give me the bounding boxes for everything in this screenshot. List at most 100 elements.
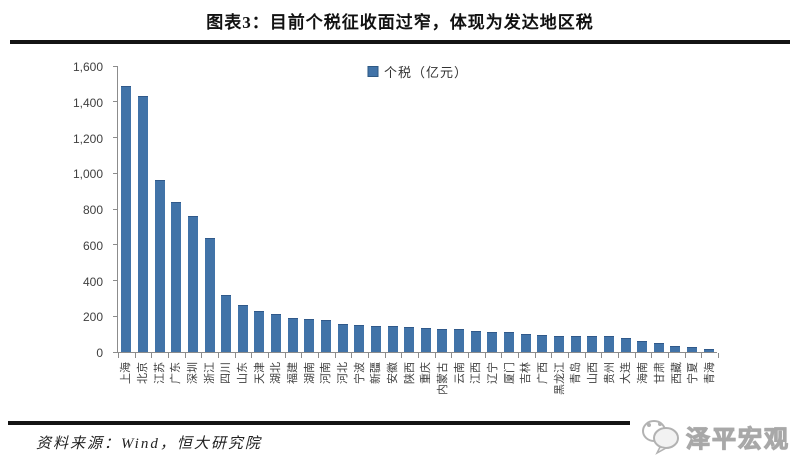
- bar-slot: [684, 67, 701, 352]
- x-axis-label-slot: 江西: [467, 360, 484, 424]
- bar-slot: [584, 67, 601, 352]
- x-axis-label: 湖南: [303, 362, 316, 384]
- x-axis-label: 陕西: [403, 362, 416, 384]
- bar-slot: [401, 67, 418, 352]
- x-axis-label: 山西: [587, 362, 600, 384]
- x-axis-label: 西藏: [670, 362, 683, 384]
- x-axis-label-slot: 上海: [117, 360, 134, 424]
- bar-slot: [700, 67, 717, 352]
- bar-slot: [318, 67, 335, 352]
- x-axis-tick: [284, 353, 286, 358]
- y-axis-tick: [113, 65, 118, 67]
- bar-云南: [454, 329, 465, 352]
- x-axis-label: 上海: [120, 362, 133, 384]
- bar-slot: [234, 67, 251, 352]
- x-axis-label-slot: 福建: [284, 360, 301, 424]
- bar-辽宁: [487, 331, 498, 352]
- y-axis-tick-label: 1,200: [72, 131, 103, 146]
- bar-大连: [620, 337, 631, 352]
- bar-slot: [601, 67, 618, 352]
- y-axis-tick: [113, 280, 118, 281]
- chart-title: 图表3：目前个税征收面过窄，体现为发达地区税: [206, 13, 594, 32]
- bar-slot: [451, 67, 468, 352]
- bar-青岛: [570, 336, 581, 352]
- x-axis-tick: [618, 353, 619, 358]
- x-axis-tick: [718, 353, 719, 358]
- bar-厦门: [504, 332, 515, 352]
- x-axis-label-slot: 浙江: [200, 360, 217, 424]
- x-axis-label: 青岛: [570, 362, 583, 384]
- x-axis-label: 广东: [170, 362, 183, 384]
- x-axis-label-slot: 河南: [317, 360, 334, 424]
- watermark: 泽平宏观: [630, 407, 794, 465]
- bar-青海: [703, 348, 714, 352]
- source-note: 资料来源：Wind，恒大研究院: [36, 436, 262, 452]
- title-divider-rule: [10, 40, 790, 44]
- x-axis-label: 云南: [453, 362, 466, 384]
- x-axis-tick: [684, 353, 686, 358]
- watermark-text: 泽平宏观: [686, 425, 790, 453]
- bar-江西: [470, 330, 481, 352]
- bar-slot: [651, 67, 668, 352]
- bar-slot: [484, 67, 501, 352]
- bar-slot: [251, 67, 268, 352]
- x-axis-tick: [651, 353, 653, 358]
- x-axis-label-slot: 内蒙古: [434, 360, 451, 424]
- bar-宁波: [354, 325, 365, 352]
- bar-slot: [551, 67, 568, 352]
- x-axis-label: 贵州: [603, 362, 616, 384]
- bar-福建: [287, 318, 298, 352]
- x-axis-label-slot: 贵州: [600, 360, 617, 424]
- x-axis-label-slot: 辽宁: [484, 360, 501, 424]
- x-axis-tick: [201, 353, 203, 358]
- y-axis-tick: [113, 172, 118, 174]
- x-axis-label-slot: 陕西: [400, 360, 417, 424]
- bar-slot: [118, 67, 135, 352]
- bar-新疆: [370, 326, 381, 352]
- x-axis-label: 浙江: [203, 362, 216, 384]
- x-axis-label: 广西: [537, 362, 550, 384]
- legend-swatch-icon: [366, 66, 378, 77]
- x-axis-label-slot: 吉林: [517, 360, 534, 424]
- x-axis-tick: [268, 353, 269, 358]
- x-axis-label: 宁夏: [687, 362, 700, 384]
- x-axis-tick: [318, 353, 319, 358]
- bar-slot: [151, 67, 168, 352]
- x-axis-tick: [534, 353, 536, 358]
- x-axis-tick: [334, 353, 336, 358]
- y-axis-tick: [113, 101, 118, 103]
- bar-山西: [587, 336, 598, 352]
- y-axis-tick-label: 1,400: [72, 95, 103, 110]
- bar-slot: [517, 67, 534, 352]
- y-axis-tick-label: 1,600: [72, 60, 103, 74]
- x-axis-label: 湖北: [270, 362, 283, 384]
- x-axis-label-slot: 四川: [217, 360, 234, 424]
- x-axis-label: 青海: [703, 362, 716, 384]
- x-axis-category-labels: 上海 北京 江苏 广东 深圳 浙江 四川 山东 天津 湖北 福建 湖南 河南 河北 宁波 新疆 安徽 陕西 重庆 内蒙…: [117, 360, 717, 424]
- bar-西藏: [670, 346, 681, 352]
- bar-河北: [337, 323, 348, 352]
- y-axis-tick-label: 1,000: [72, 167, 103, 182]
- x-axis-tick: [468, 353, 469, 358]
- x-axis-tick: [134, 353, 136, 358]
- bar-slot: [168, 67, 185, 352]
- x-axis-label-slot: 厦门: [500, 360, 517, 424]
- x-axis-label: 安徽: [387, 362, 400, 384]
- x-axis-label: 河南: [320, 362, 333, 384]
- x-axis-label-slot: 新疆: [367, 360, 384, 424]
- x-axis-label-slot: 湖北: [267, 360, 284, 424]
- x-axis-label-slot: 广西: [534, 360, 551, 424]
- x-axis-tick: [568, 353, 569, 358]
- x-axis-label-slot: 重庆: [417, 360, 434, 424]
- bar-slot: [368, 67, 385, 352]
- footer-divider-rule: [8, 421, 658, 425]
- y-axis-tick-label: 400: [82, 274, 103, 289]
- x-axis-label: 江西: [470, 362, 483, 384]
- bar-贵州: [603, 336, 614, 352]
- x-axis-label: 深圳: [187, 362, 200, 384]
- bar-宁夏: [687, 347, 698, 352]
- x-axis-label-slot: 湖南: [300, 360, 317, 424]
- x-axis-label: 大连: [620, 362, 633, 384]
- bar-上海: [121, 85, 132, 352]
- x-axis-tick: [234, 353, 236, 358]
